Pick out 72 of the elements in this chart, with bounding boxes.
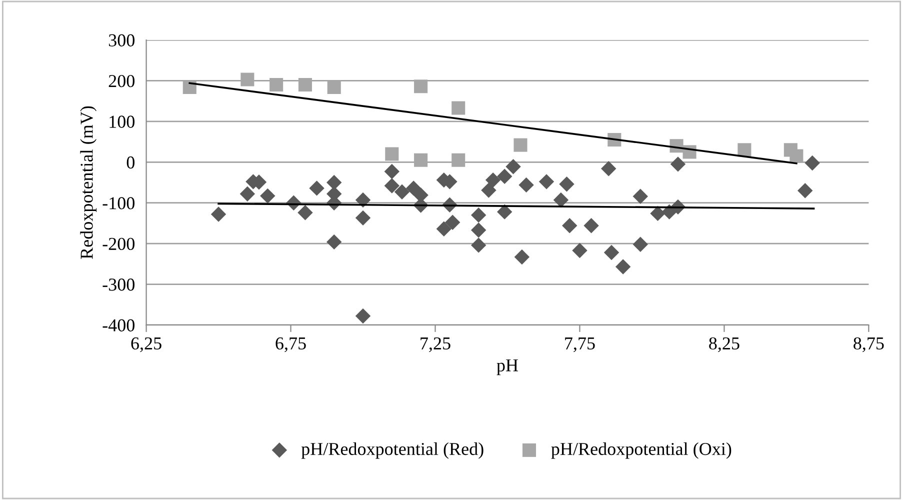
- point: [414, 153, 428, 167]
- point: [326, 234, 342, 250]
- x-tick-label: 6,25: [131, 337, 162, 352]
- x-tick-label: 7,25: [420, 337, 450, 352]
- point: [182, 80, 196, 94]
- point: [485, 172, 501, 188]
- point: [496, 168, 512, 184]
- point: [270, 78, 284, 92]
- point: [436, 221, 452, 237]
- point: [496, 204, 512, 220]
- point: [738, 143, 752, 157]
- point: [601, 161, 616, 176]
- point: [452, 101, 466, 115]
- y-tick-label: -100: [102, 197, 134, 210]
- x-tick-label: 7,75: [565, 338, 595, 352]
- y-tick-label: 200: [108, 74, 134, 88]
- y-tick-label: -200: [102, 238, 134, 250]
- x-tick-label: 8,25: [709, 337, 740, 352]
- point: [470, 207, 486, 223]
- point: [481, 182, 496, 198]
- point: [394, 184, 410, 200]
- y-tick-label: 0: [126, 156, 134, 169]
- point: [650, 206, 666, 222]
- point: [506, 159, 521, 174]
- point: [355, 210, 371, 226]
- point: [518, 177, 534, 193]
- point: [384, 164, 400, 180]
- point: [562, 218, 578, 234]
- point: [355, 192, 371, 208]
- point: [260, 188, 276, 204]
- legend-label: pH/Redoxpotential (Red): [301, 442, 484, 459]
- point: [326, 174, 342, 190]
- point: [538, 174, 554, 190]
- point: [240, 72, 254, 86]
- point: [470, 238, 486, 253]
- point: [355, 308, 371, 324]
- point: [385, 147, 399, 161]
- point: [384, 178, 400, 194]
- x-tick-label: 8,75: [854, 337, 884, 352]
- point: [406, 180, 422, 196]
- y-tick-label: -400: [102, 319, 134, 332]
- x-axis-title: pH: [496, 359, 518, 376]
- point: [615, 259, 631, 274]
- point: [670, 156, 686, 172]
- point: [553, 192, 569, 208]
- y-tick-label: 100: [110, 116, 134, 128]
- point: [514, 138, 528, 152]
- point: [584, 218, 599, 234]
- point: [632, 236, 648, 252]
- point: [309, 180, 324, 196]
- point: [414, 80, 428, 94]
- point: [604, 244, 620, 260]
- point: [240, 186, 256, 202]
- point: [559, 176, 574, 192]
- point: [327, 80, 341, 94]
- legend-label: pH/Redoxpotential (Oxi): [551, 442, 732, 459]
- point: [298, 78, 312, 92]
- point: [470, 222, 486, 238]
- y-tick-label: 300: [108, 34, 134, 46]
- y-tick-label: -300: [102, 278, 134, 291]
- point: [298, 205, 313, 220]
- point: [444, 214, 460, 230]
- point: [632, 188, 648, 204]
- point: [210, 206, 226, 222]
- y-axis-title: Redoxpotential (mV): [80, 106, 97, 259]
- point: [798, 183, 813, 198]
- x-tick-label: 6,75: [276, 337, 306, 352]
- point: [452, 153, 466, 167]
- point: [804, 155, 820, 171]
- point: [514, 249, 530, 265]
- point: [790, 149, 804, 163]
- point: [572, 242, 588, 258]
